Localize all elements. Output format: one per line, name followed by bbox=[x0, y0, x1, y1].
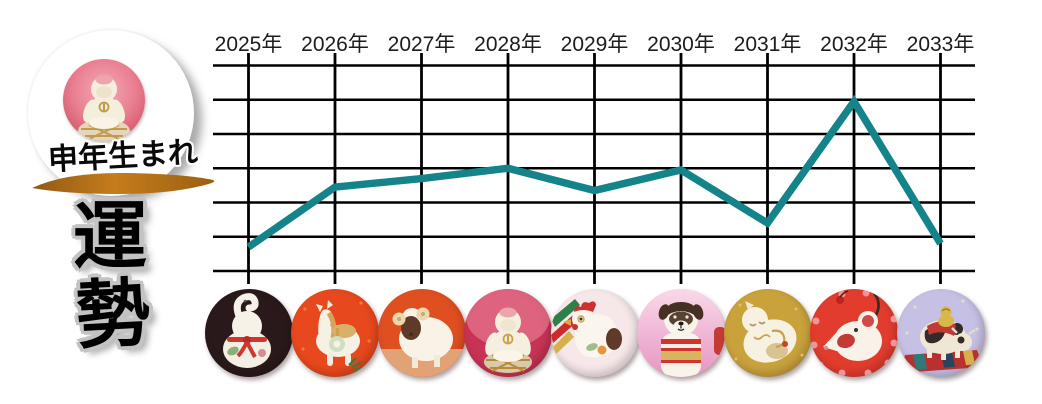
zodiac-photo-rat bbox=[810, 289, 898, 377]
rooster-figurine-icon bbox=[550, 299, 622, 358]
year-label: 2026年 bbox=[301, 33, 369, 56]
fortune-line bbox=[246, 94, 944, 251]
snake-figurine-icon bbox=[222, 293, 271, 368]
zodiac-photo-rooster bbox=[550, 289, 639, 377]
year-label: 2031年 bbox=[734, 33, 802, 56]
year-label: 2030年 bbox=[647, 33, 715, 56]
year-label: 2028年 bbox=[474, 33, 542, 56]
zodiac-photo-horse bbox=[291, 289, 379, 377]
year-label: 2033年 bbox=[907, 33, 975, 56]
page-title-vertical: 運 勢 bbox=[62, 194, 158, 360]
ox-figurine-icon bbox=[900, 299, 983, 373]
monkey-figurine-photo bbox=[63, 59, 145, 141]
zodiac-photo-snake bbox=[204, 289, 293, 377]
title-char-un: 運 bbox=[73, 194, 147, 280]
monkey-figurine-icon bbox=[466, 289, 550, 373]
year-label: 2025年 bbox=[215, 33, 283, 56]
zodiac-photo-boar bbox=[723, 289, 812, 377]
boar-figurine-icon bbox=[734, 301, 803, 363]
zodiac-photo-monkey bbox=[464, 289, 552, 377]
zodiac-photo-dog bbox=[637, 289, 725, 377]
brush-stroke bbox=[32, 172, 215, 194]
dog-figurine-icon bbox=[637, 289, 725, 377]
horse-figurine-icon bbox=[301, 300, 371, 371]
sheep-figurine-icon bbox=[377, 307, 466, 377]
zodiac-photo-sheep bbox=[377, 289, 466, 377]
rat-figurine-icon bbox=[810, 289, 898, 377]
monkey-figurine-icon bbox=[63, 59, 145, 141]
zodiac-photo-ox bbox=[896, 289, 985, 377]
year-label: 2027年 bbox=[388, 33, 456, 56]
year-label: 2029年 bbox=[561, 33, 629, 56]
year-label: 2032年 bbox=[820, 33, 888, 56]
